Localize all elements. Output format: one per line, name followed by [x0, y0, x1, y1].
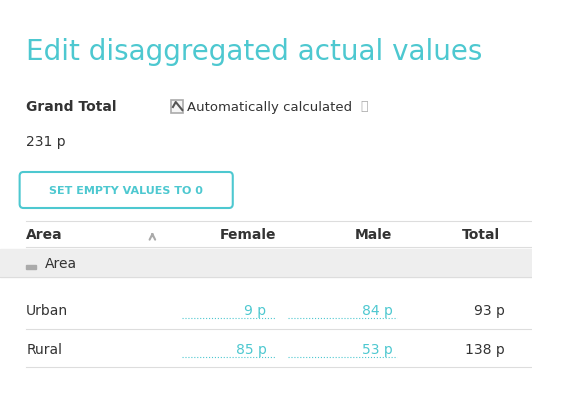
Bar: [26, 265, 36, 269]
Text: 138 p: 138 p: [465, 342, 505, 356]
Text: Urban: Urban: [26, 303, 68, 317]
Text: Total: Total: [462, 227, 500, 241]
Text: 85 p: 85 p: [236, 342, 266, 356]
Text: 231 p: 231 p: [26, 135, 66, 149]
Text: Automatically calculated: Automatically calculated: [187, 100, 352, 113]
Text: Female: Female: [220, 227, 276, 241]
Text: Male: Male: [355, 227, 393, 241]
Text: 9 p: 9 p: [244, 303, 266, 317]
Text: Rural: Rural: [26, 342, 62, 356]
Text: Area: Area: [26, 227, 63, 241]
Text: 93 p: 93 p: [474, 303, 505, 317]
Text: Edit disaggregated actual values: Edit disaggregated actual values: [26, 38, 483, 66]
Text: 84 p: 84 p: [362, 303, 393, 317]
FancyBboxPatch shape: [20, 172, 233, 209]
FancyBboxPatch shape: [171, 101, 183, 114]
Text: ⓘ: ⓘ: [360, 100, 368, 113]
Text: 53 p: 53 p: [362, 342, 393, 356]
Text: SET EMPTY VALUES TO 0: SET EMPTY VALUES TO 0: [50, 186, 203, 196]
Text: Area: Area: [45, 256, 77, 270]
Text: Grand Total: Grand Total: [26, 100, 117, 114]
Bar: [0, 249, 532, 277]
